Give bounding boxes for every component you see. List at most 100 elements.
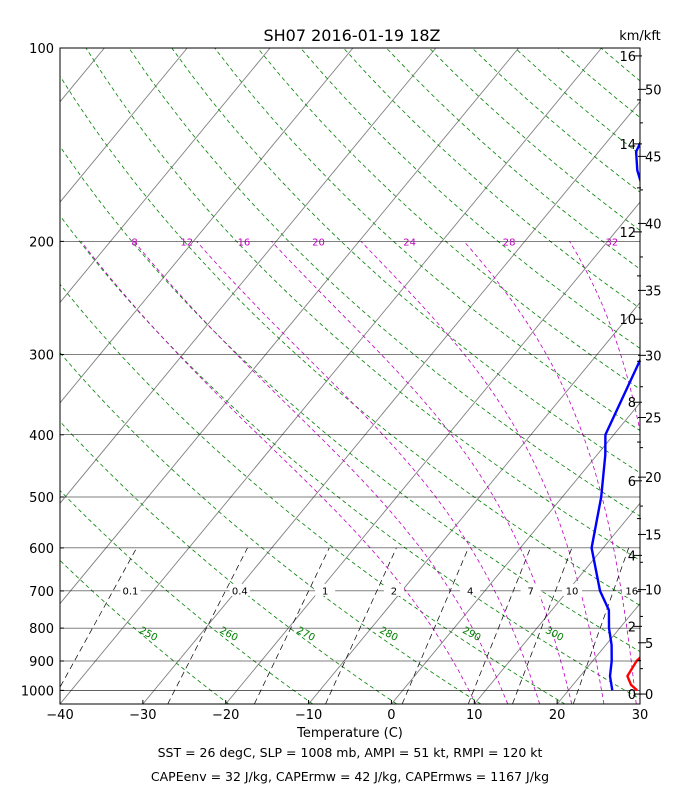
moist-adiabat-line (569, 241, 640, 434)
moist-adiabat-line (463, 241, 637, 704)
isotherm-line (60, 48, 188, 203)
mixing-ratio-label: 0.1 (122, 586, 138, 597)
plot-frame (59, 47, 641, 705)
footer-line-1: SST = 26 degC, SLP = 1008 mb, AMPI = 51 … (157, 745, 543, 760)
mixing-ratio-line (467, 547, 531, 704)
mixing-ratio-label-bg (460, 583, 481, 596)
x-tick-label: −20 (212, 708, 239, 723)
km-tick-label: 12 (619, 226, 636, 241)
dry-adiabat-line (429, 48, 640, 231)
isotherm-line (0, 48, 22, 704)
moist-adiabat-label: 16 (238, 237, 251, 248)
dry-adiabat-line (85, 48, 640, 561)
x-tick-label: −30 (129, 708, 156, 723)
kft-tick-label: 5 (645, 637, 653, 652)
dewpoint-profile (590, 140, 640, 691)
dry-adiabat-line (60, 559, 229, 704)
dry-adiabat-line (644, 48, 700, 704)
moist-adiabat-label: 8 (131, 237, 137, 248)
mixing-ratio-label-bg (229, 583, 250, 596)
y-tick-label: 600 (29, 542, 54, 557)
mixing-ratio-line (325, 547, 397, 704)
mixing-ratio-line (572, 547, 630, 704)
dry-adiabat-line (60, 420, 397, 704)
isotherm-line (60, 48, 105, 103)
isotherm-line (60, 48, 602, 704)
kft-tick-label: 0 (645, 688, 653, 703)
dry-adiabat-line (128, 48, 640, 517)
km-tick-label: 8 (628, 396, 636, 411)
mixing-ratio-label: 7 (527, 586, 533, 597)
mixing-ratio-line (401, 547, 469, 704)
kft-tick-label: 30 (645, 349, 662, 364)
moist-adiabat-label: 12 (180, 237, 193, 248)
kft-tick-label: 15 (645, 528, 662, 543)
mixing-ratio-label-bg (315, 583, 336, 596)
isotherm-line (142, 101, 640, 704)
kft-tick-label: 45 (645, 150, 662, 165)
kft-tick-label: 35 (645, 284, 662, 299)
moist-adiabat-label: 28 (503, 237, 516, 248)
mixing-ratio-label: 2 (391, 586, 397, 597)
isotherm-line (639, 703, 640, 704)
isotherm-line (391, 402, 640, 704)
kft-tick-label: 50 (645, 83, 662, 98)
moist-adiabat-line (80, 241, 477, 704)
y-tick-label: 1000 (21, 684, 54, 699)
dry-adiabat-line (600, 48, 640, 82)
mixing-ratio-line (512, 547, 573, 704)
moist-adiabat-label: 24 (403, 237, 416, 248)
y-tick-label: 800 (29, 622, 54, 637)
dry-adiabat-line (60, 283, 566, 704)
x-tick-label: 0 (387, 708, 395, 723)
km-tick-label: 2 (628, 620, 636, 635)
x-tick-label: 10 (466, 708, 483, 723)
isotherm-line (60, 48, 520, 605)
kft-tick-label: 40 (645, 217, 662, 232)
chart-title: SH07 2016-01-19 18Z (263, 26, 440, 45)
km-tick-label: 14 (619, 138, 636, 153)
y-tick-label: 300 (29, 348, 54, 363)
footer-line-2: CAPEenv = 32 J/kg, CAPErmw = 42 J/kg, CA… (150, 769, 550, 784)
dry-adiabat-line (60, 145, 640, 653)
y-tick-label: 100 (29, 42, 54, 57)
mixing-ratio-line (60, 547, 137, 688)
x-axis-label: Temperature (C) (296, 726, 403, 741)
dry-adiabat-line (687, 48, 700, 704)
y-tick-label: 900 (29, 655, 54, 670)
moist-adiabat-line (196, 241, 541, 704)
km-tick-label: 6 (628, 475, 636, 490)
mixing-ratio-label: 0.4 (232, 586, 248, 597)
mixing-ratio-label: 10 (566, 586, 579, 597)
moist-adiabat-label: 20 (312, 237, 325, 248)
mixing-ratio-label: 16 (625, 586, 638, 597)
dry-adiabat-line (60, 214, 640, 700)
dry-adiabat-line (171, 48, 640, 474)
mixing-ratio-label: 1 (322, 586, 328, 597)
km-tick-label: 4 (628, 549, 636, 564)
km-tick-label: 16 (619, 50, 636, 65)
dry-adiabat-line (60, 489, 313, 704)
moist-adiabat-line (271, 241, 573, 704)
mixing-ratio-label: 4 (467, 586, 473, 597)
kft-tick-label: 25 (645, 411, 662, 426)
isotherm-line (60, 48, 354, 404)
dry-adiabat-line (60, 75, 640, 606)
km-tick-label: 0 (628, 688, 636, 703)
y-tick-label: 500 (29, 491, 54, 506)
dry-adiabat-line (343, 48, 640, 309)
mixing-ratio-label-bg (383, 583, 404, 596)
mixing-ratio-label-bg (562, 583, 583, 596)
kft-tick-label: 20 (645, 471, 662, 486)
dry-adiabat-line (60, 352, 482, 704)
isotherm-line (60, 48, 271, 304)
height-axis-label: km/kft (619, 29, 661, 44)
x-tick-label: −40 (46, 708, 73, 723)
moist-adiabat-line (133, 241, 509, 704)
isotherm-line (60, 48, 437, 504)
y-tick-label: 400 (29, 429, 54, 444)
isotherm-line (308, 301, 640, 704)
dry-adiabat-line (257, 48, 640, 390)
